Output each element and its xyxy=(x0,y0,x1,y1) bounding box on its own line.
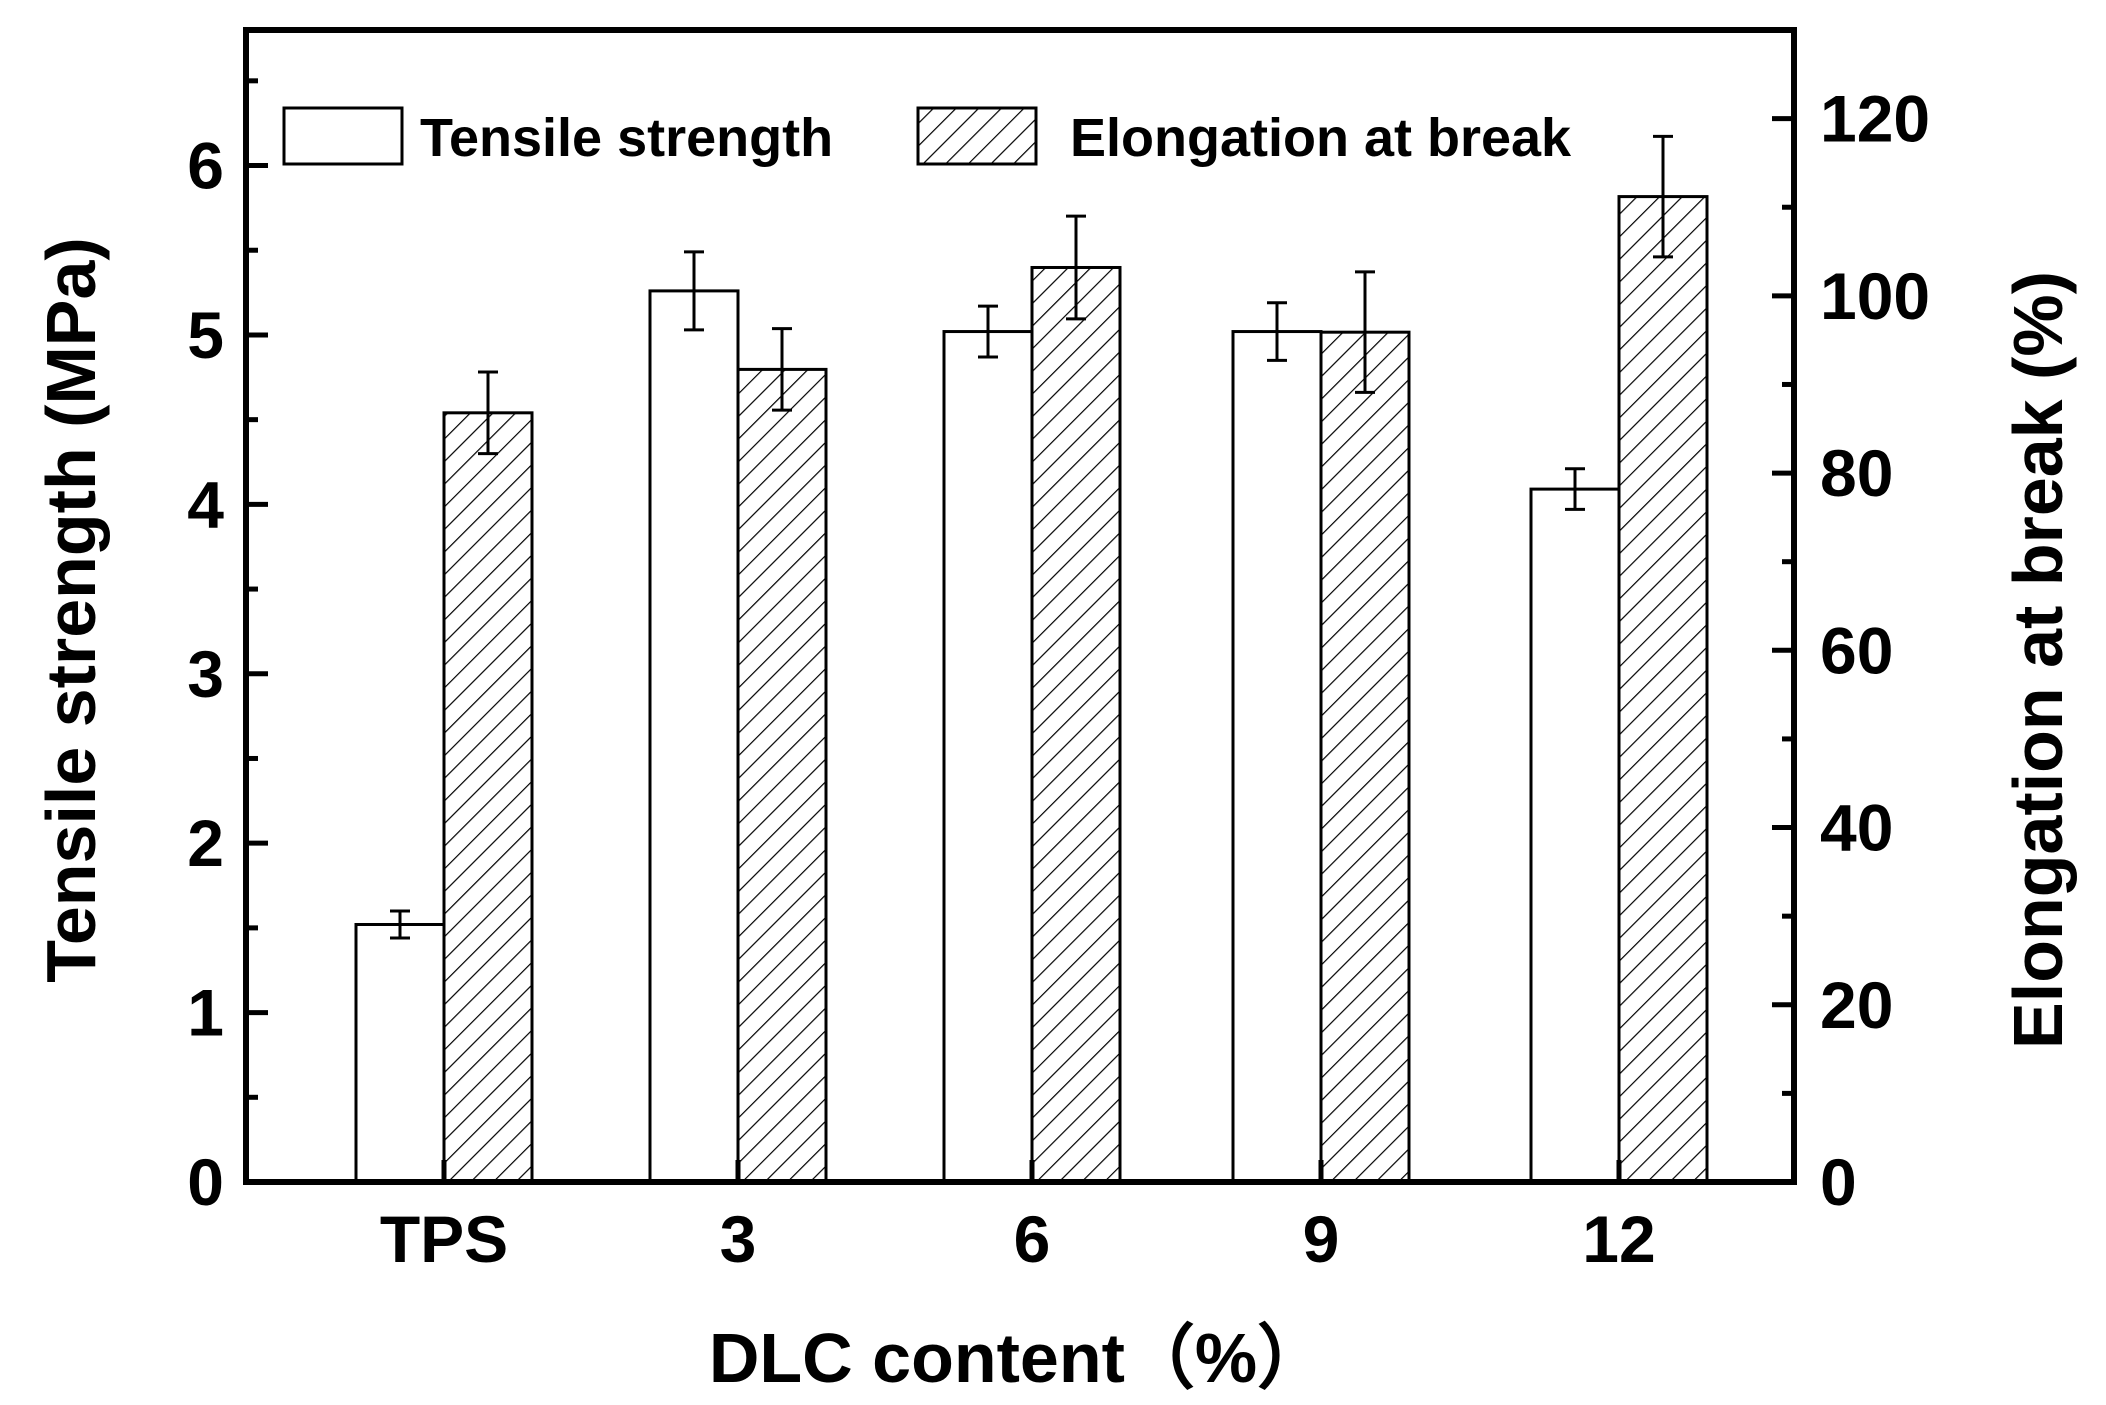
y-right-tick-label-60: 60 xyxy=(1820,613,1893,687)
error-bar-elongation-at-break-12 xyxy=(1653,134,1673,259)
bar-tensile-strength-3 xyxy=(648,289,740,1184)
x-tick-label-3: 3 xyxy=(720,1202,757,1276)
legend: Tensile strength Elongation at break xyxy=(282,106,1572,168)
y-left-tick-label-6: 6 xyxy=(187,129,224,203)
bar-tensile-strength-tps xyxy=(354,922,446,1184)
y-left-tick-label-3: 3 xyxy=(187,637,224,711)
y-axis-right-title: Elongation at break (%) xyxy=(1999,271,2077,1049)
bar-tensile-strength-9 xyxy=(1231,330,1323,1184)
y-left-tick-label-4: 4 xyxy=(187,467,224,541)
error-bar-tensile-strength-12 xyxy=(1565,467,1585,511)
error-bar-elongation-at-break-tps xyxy=(478,370,498,456)
error-bar-elongation-at-break-9 xyxy=(1355,270,1375,394)
legend-swatch-elongation-at-break xyxy=(916,106,1038,166)
x-axis-title: DLC content（%） xyxy=(709,1319,1327,1397)
bar-elongation-at-break-6 xyxy=(1030,265,1122,1184)
bar-elongation-at-break-9 xyxy=(1319,330,1411,1184)
legend-swatch-tensile-strength xyxy=(282,106,404,166)
error-bar-tensile-strength-6 xyxy=(978,304,998,359)
y-right-tick-label-40: 40 xyxy=(1820,791,1893,865)
error-bar-elongation-at-break-6 xyxy=(1066,214,1086,321)
x-tick-label-9: 9 xyxy=(1303,1202,1340,1276)
y-right-tick-label-120: 120 xyxy=(1820,82,1930,156)
error-bars-group xyxy=(390,134,1673,940)
x-tick-label-12: 12 xyxy=(1582,1202,1655,1276)
bars-group xyxy=(354,195,1709,1184)
bar-tensile-strength-12 xyxy=(1529,487,1621,1184)
y-right-tick-label-20: 20 xyxy=(1820,968,1893,1042)
x-tick-label-tps: TPS xyxy=(380,1202,508,1276)
y-left-tick-label-2: 2 xyxy=(187,806,224,880)
legend-label-tensile-strength: Tensile strength xyxy=(420,108,833,168)
bar-elongation-at-break-3 xyxy=(736,367,828,1184)
y-right-tick-label-0: 0 xyxy=(1820,1145,1857,1219)
bar-tensile-strength-6 xyxy=(942,330,1034,1184)
y-axis-left-title: Tensile strength (MPa) xyxy=(32,237,110,982)
x-tick-label-6: 6 xyxy=(1014,1202,1051,1276)
error-bar-tensile-strength-3 xyxy=(684,250,704,332)
bar-elongation-at-break-tps xyxy=(442,411,534,1184)
y-right-tick-label-80: 80 xyxy=(1820,436,1893,510)
y-left-tick-label-0: 0 xyxy=(187,1145,224,1219)
ticks-group xyxy=(246,27,1794,1185)
legend-label-elongation-at-break: Elongation at break xyxy=(1070,108,1572,168)
plot-frame xyxy=(243,27,1797,1185)
error-bar-tensile-strength-9 xyxy=(1267,301,1287,362)
y-right-tick-label-100: 100 xyxy=(1820,259,1930,333)
bar-elongation-at-break-12 xyxy=(1617,195,1709,1184)
error-bar-tensile-strength-tps xyxy=(390,909,410,940)
error-bar-elongation-at-break-3 xyxy=(772,327,792,412)
y-left-tick-label-1: 1 xyxy=(187,976,224,1050)
y-left-tick-label-5: 5 xyxy=(187,298,224,372)
